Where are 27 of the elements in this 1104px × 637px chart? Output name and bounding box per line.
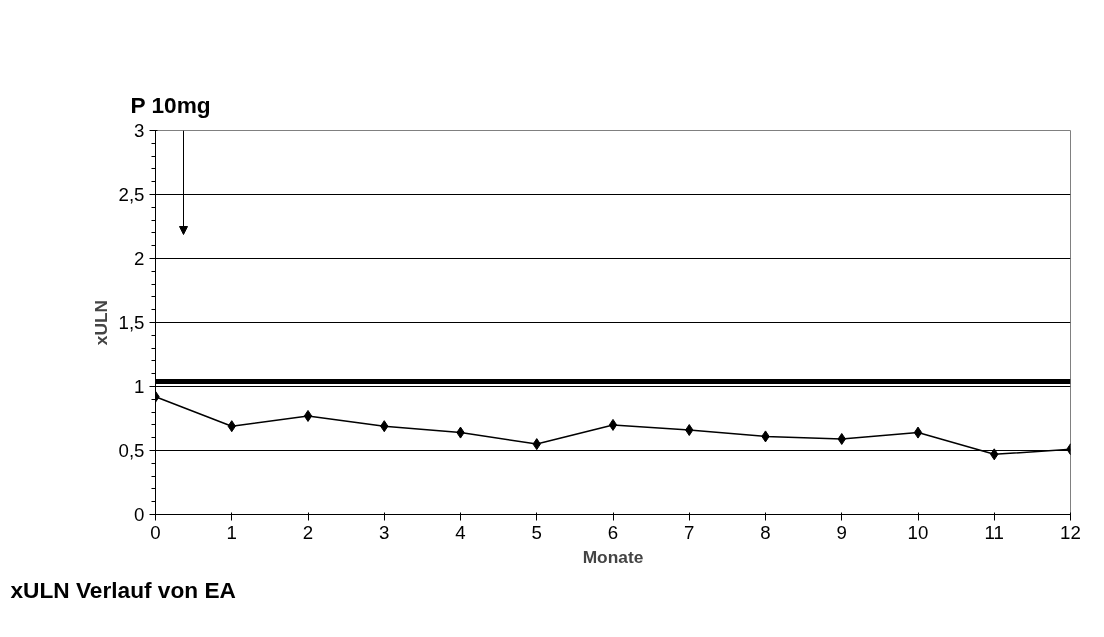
x-tick-label: 3 [379,521,390,543]
x-tick-label: 1 [226,521,237,543]
x-tick-label: 2 [302,521,314,543]
y-tick-label: 2,5 [118,184,145,205]
x-tick-label: 9 [836,521,847,543]
x-tick-label: 7 [684,521,695,543]
point [913,426,923,439]
y-tick-label: 3 [134,120,145,141]
point [608,418,618,431]
x-tick-label: 11 [984,521,1004,543]
x-tick-label: 5 [531,521,542,543]
x-tick-label: 12 [1060,521,1081,543]
x-tick-label: 4 [455,521,466,543]
x-axis-title: Monate [582,546,644,567]
y-axis-title: xULN [90,299,111,346]
text: P 10mg [130,92,211,118]
x-tick-label: 8 [760,521,771,543]
y-tick-label: 0 [134,504,145,525]
x-tick-label: 10 [907,521,929,543]
x-tick-label: 0 [150,521,161,543]
y-tick-label: 0,5 [118,440,145,461]
x-tick-label: 6 [607,521,619,543]
y-tick-label: 1,5 [118,312,145,333]
point [303,409,313,422]
y-tick-label: 2 [134,248,145,269]
text: xULN Verlauf von EA [10,576,236,603]
y-tick-label: 1 [134,376,145,397]
